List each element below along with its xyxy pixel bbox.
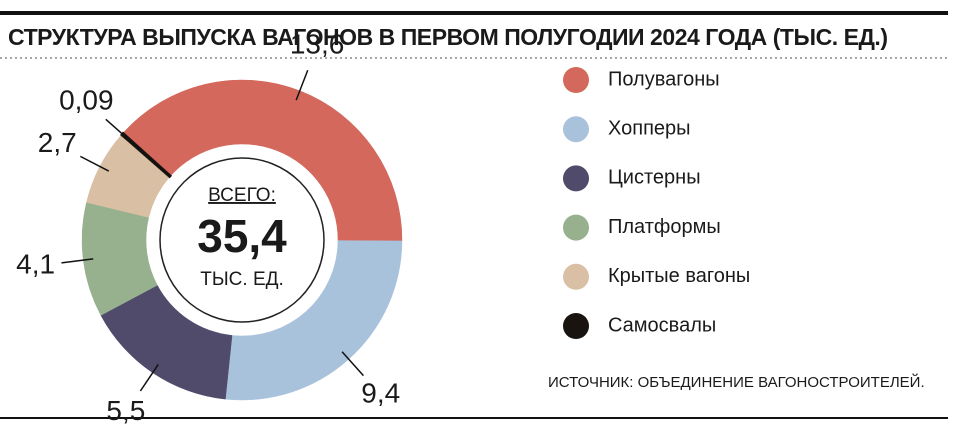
legend-label: Крытые вагоны [608, 265, 750, 287]
donut-segment [122, 79, 403, 242]
legend-swatch [563, 116, 589, 143]
legend-swatch [563, 214, 589, 241]
source: ИСТОЧНИК: ОБЪЕДИНЕНИЕ ВАГОНОСТРОИТЕЛЕЙ. [548, 373, 925, 391]
legend-swatch [563, 263, 589, 290]
value-label: 5,5 [106, 395, 145, 424]
leader-line [105, 118, 171, 177]
legend-label: Цистерны [608, 167, 701, 189]
legend-label: Самосвалы [608, 314, 716, 336]
legend-swatch [563, 165, 589, 192]
chart-title: СТРУКТУРА ВЫПУСКА ВАГОНОВ В ПЕРВОМ ПОЛУГ… [8, 24, 888, 50]
center-total: 35,4 [197, 210, 287, 262]
donut-segment [225, 240, 403, 401]
value-label: 2,7 [38, 127, 77, 158]
legend-label: Платформы [608, 216, 721, 238]
value-label: 0,09 [59, 84, 114, 115]
legend-label: Полувагоны [608, 68, 720, 90]
leader-line [61, 258, 94, 264]
leader-line [341, 351, 364, 377]
leader-line [139, 364, 159, 392]
value-label: 13,6 [290, 28, 345, 59]
leader-line [80, 155, 110, 172]
legend-label: Хопперы [608, 117, 691, 139]
leader-line [295, 70, 309, 101]
center-label: ВСЕГО: [208, 185, 276, 206]
value-label: 9,4 [361, 377, 400, 408]
center-unit: ТЫС. ЕД. [200, 269, 284, 290]
center-ring [159, 157, 325, 323]
legend-swatch [563, 313, 589, 339]
value-label: 4,1 [16, 249, 55, 280]
legend-swatch [563, 67, 589, 93]
